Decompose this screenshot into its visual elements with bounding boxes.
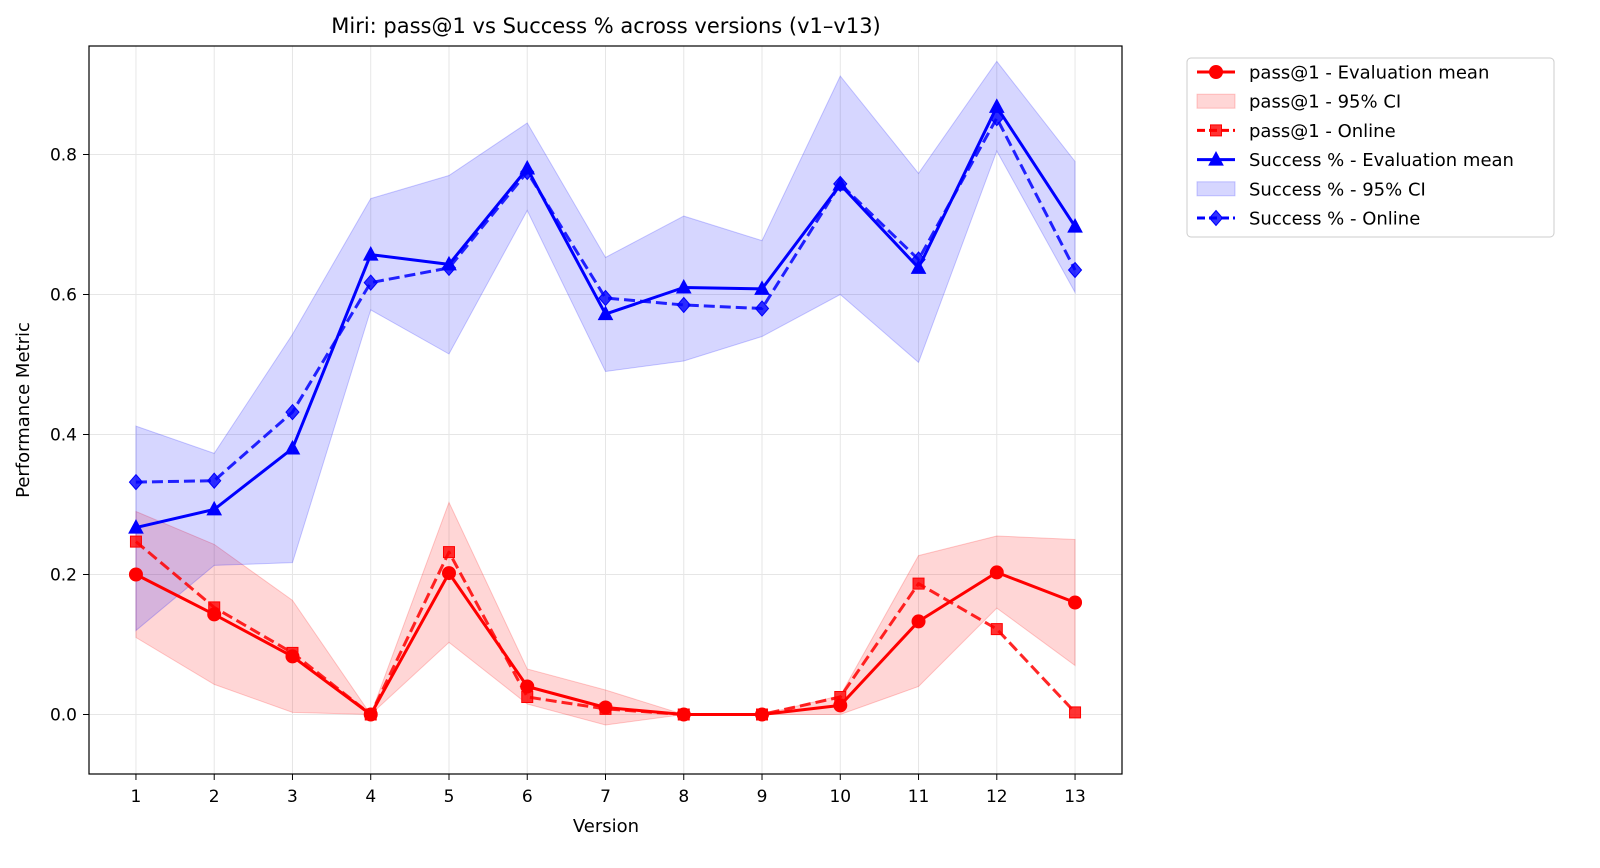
y-axis-label: Performance Metric — [13, 322, 34, 498]
data-point — [676, 296, 691, 314]
data-point — [363, 274, 378, 291]
x-axis-label: Version — [573, 816, 639, 837]
x-tick-label: 4 — [365, 787, 376, 807]
x-tick-label: 6 — [522, 787, 533, 807]
data-point — [128, 519, 144, 534]
data-point — [521, 691, 534, 703]
data-point — [1068, 595, 1083, 610]
data-point — [834, 691, 847, 703]
data-point — [441, 566, 456, 581]
y-tick-label: 0.8 — [50, 146, 77, 166]
legend-frame — [1186, 57, 1555, 238]
x-tick-label: 12 — [986, 787, 1008, 807]
data-point — [754, 280, 770, 295]
data-point — [207, 472, 222, 489]
legend-marker — [1208, 209, 1224, 227]
axes: 1 2 3 4 5 6 7 8 9 10 11 12 130.00.20.40.60.8 — [50, 146, 1086, 808]
y-tick-label: 0.4 — [50, 426, 77, 446]
y-tick-label: 0.2 — [50, 566, 77, 586]
data-point — [599, 702, 612, 715]
x-tick-label: 8 — [678, 787, 689, 807]
data-point — [364, 708, 377, 721]
ci-band-1 — [135, 501, 1076, 726]
data-point — [911, 614, 926, 629]
legend-marker — [1210, 124, 1222, 137]
data-point — [677, 708, 690, 721]
data-point — [441, 259, 457, 277]
data-point — [520, 163, 535, 181]
legend-marker — [1208, 151, 1224, 166]
data-point — [285, 403, 300, 421]
x-tick-label: 2 — [209, 787, 220, 807]
data-point — [362, 246, 379, 261]
x-tick-label: 11 — [908, 787, 930, 807]
y-tick-label: 0.6 — [50, 286, 77, 306]
data-point — [756, 708, 769, 721]
data-point — [912, 577, 925, 590]
legend-label: pass@1 - 95% CI — [1249, 92, 1401, 113]
ci-bands — [135, 60, 1076, 726]
x-tick-label: 3 — [287, 787, 298, 807]
legend-label: Success % - 95% CI — [1249, 179, 1426, 200]
legend-swatch — [1196, 93, 1236, 109]
data-point — [128, 473, 144, 491]
data-point — [284, 439, 301, 455]
data-point — [286, 646, 299, 659]
y-tick-label: 0.0 — [50, 706, 77, 726]
data-point — [989, 565, 1004, 580]
legend-swatch — [1196, 181, 1236, 197]
data-point — [833, 175, 848, 193]
data-point — [911, 251, 926, 268]
x-tick-label: 5 — [444, 787, 455, 807]
x-tick-label: 10 — [829, 787, 851, 807]
ci-band-4 — [135, 60, 1076, 632]
series-markers — [128, 98, 1083, 722]
chart-title: Miri: pass@1 vs Success % across version… — [331, 14, 881, 38]
data-point — [442, 546, 455, 559]
data-point — [990, 623, 1003, 636]
x-tick-label: 9 — [757, 787, 768, 807]
data-point — [128, 567, 143, 582]
legend-label: Success % - Online — [1249, 209, 1420, 230]
data-point — [597, 305, 614, 321]
legend-marker — [1209, 65, 1223, 79]
legend-label: pass@1 - Online — [1249, 121, 1396, 142]
data-point — [208, 601, 221, 614]
data-point — [989, 109, 1004, 127]
data-point — [754, 300, 770, 317]
x-tick-label: 13 — [1064, 787, 1086, 807]
x-tick-label: 1 — [131, 787, 142, 807]
x-tick-label: 7 — [600, 787, 611, 807]
data-point — [129, 535, 142, 548]
legend-label: pass@1 - Evaluation mean — [1249, 63, 1489, 84]
data-point — [675, 278, 692, 294]
data-point — [598, 289, 613, 307]
data-point — [1067, 261, 1083, 279]
legend: pass@1 - Evaluation mean pass@1 - 95% CI p… — [1186, 57, 1555, 238]
data-point — [1067, 218, 1083, 233]
legend-label: Success % - Evaluation mean — [1249, 150, 1514, 171]
data-point — [206, 500, 223, 516]
data-point — [1069, 706, 1082, 719]
